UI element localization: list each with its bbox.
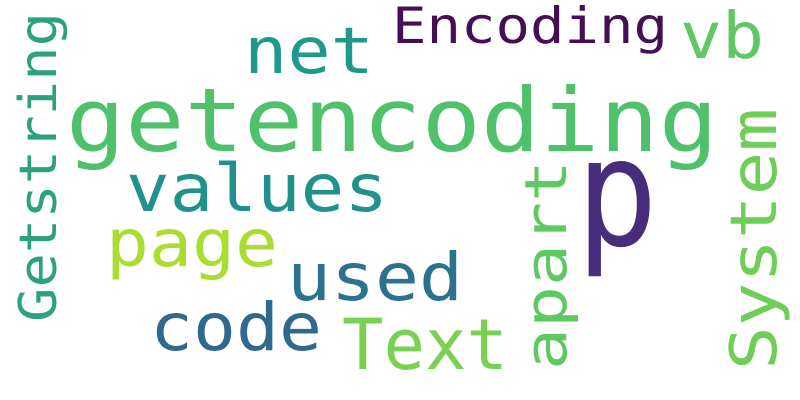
word-page: page [106, 205, 278, 282]
word-getencoding: getencoding [66, 69, 718, 172]
word-encoding: Encoding [392, 0, 668, 55]
word-values: values [126, 150, 388, 227]
word-apart: apart [512, 160, 580, 370]
word-text: Text [342, 304, 508, 386]
word-code: code [150, 289, 322, 366]
word-vb: vb [680, 0, 764, 74]
word-p: p [576, 107, 658, 281]
word-getstring: Getstring [9, 12, 69, 322]
word-used: used [287, 239, 463, 316]
word-net: net [244, 15, 374, 89]
word-system: System [718, 108, 792, 370]
